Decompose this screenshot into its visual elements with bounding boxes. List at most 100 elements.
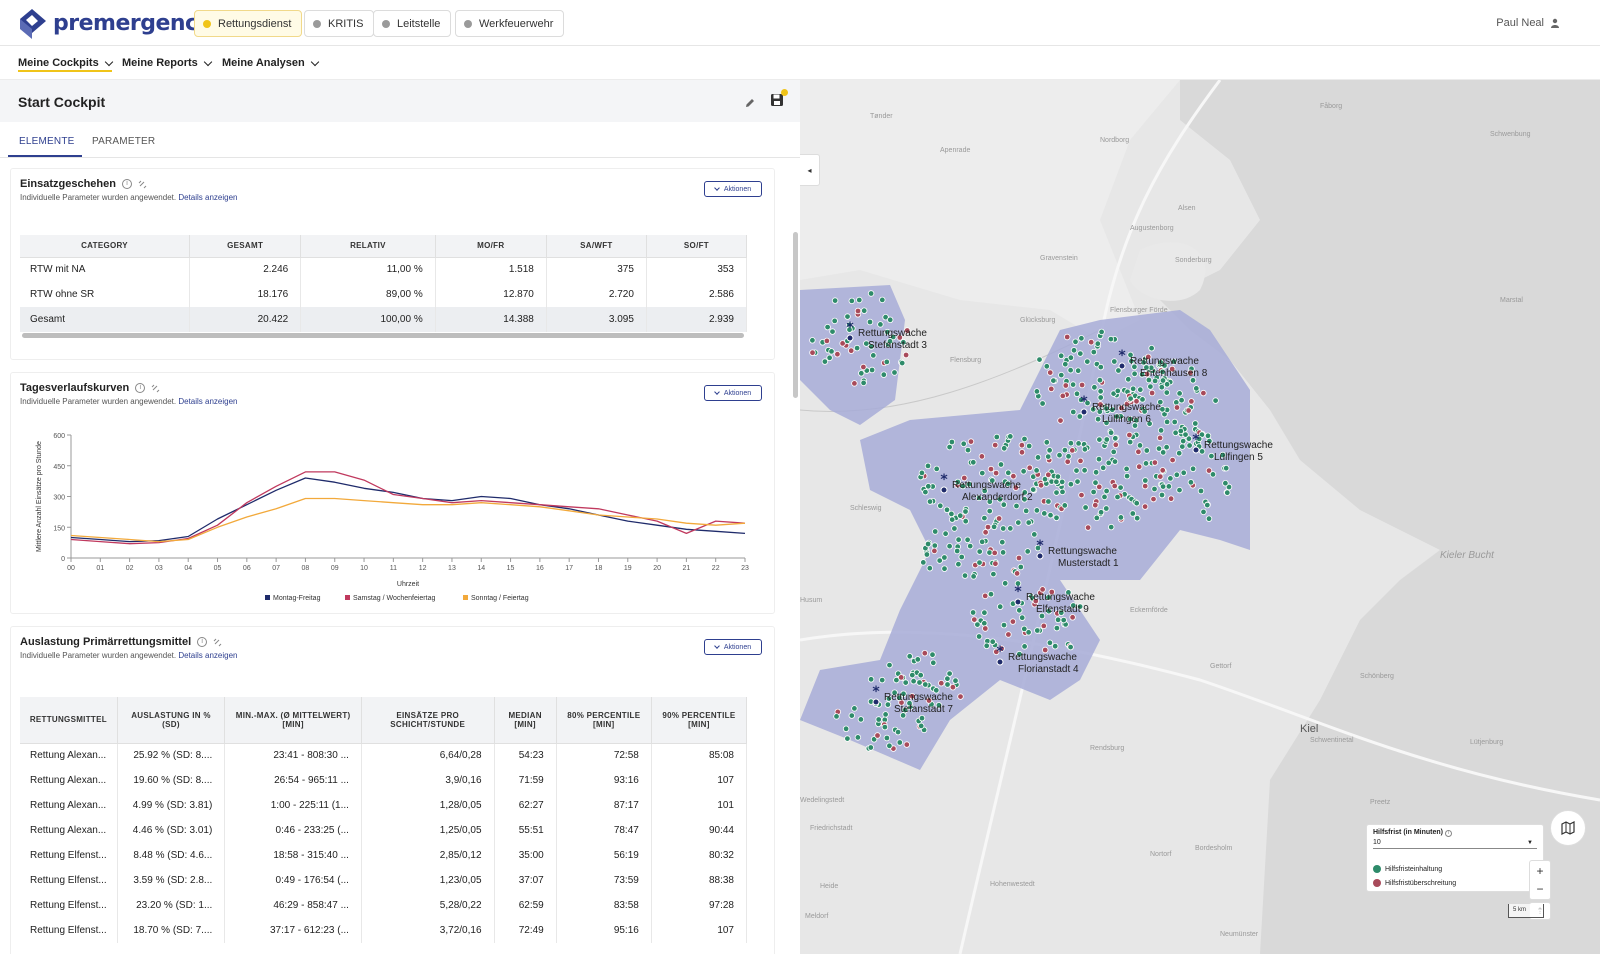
table-row[interactable]: RTW mit NA 2.246 11,00 % 1.518 375 353 — [20, 257, 748, 282]
column-header[interactable]: RELATIV — [300, 235, 436, 258]
incident-dot — [1103, 405, 1110, 412]
incident-dot — [909, 671, 916, 679]
domain-pill-kritis[interactable]: KRITIS — [304, 10, 375, 37]
tab-elemente[interactable]: ELEMENTE — [19, 136, 75, 147]
incident-dot — [1059, 488, 1066, 496]
save-icon — [771, 94, 783, 106]
save-button[interactable] — [770, 89, 788, 112]
column-header[interactable]: MO/FR — [435, 235, 547, 258]
column-header[interactable]: CATEGORY — [20, 235, 191, 258]
incident-dot — [983, 642, 990, 649]
column-header[interactable]: MIN.-MAX. (Ø MITTELWERT) [MIN] — [224, 697, 362, 744]
details-link[interactable]: Details anzeigen — [178, 397, 238, 406]
incident-dot — [851, 705, 858, 712]
info-icon[interactable]: i — [121, 179, 132, 189]
service-area-polygon[interactable] — [800, 285, 1250, 770]
incident-dot — [1108, 523, 1115, 531]
unlink-icon[interactable] — [213, 638, 222, 647]
incident-dot — [1090, 406, 1097, 413]
menu-meine-cockpits[interactable]: Meine Cockpits — [18, 57, 113, 72]
zoom-in-button[interactable]: + — [1536, 864, 1544, 878]
column-header[interactable]: MEDIAN [MIN] — [494, 697, 557, 744]
tab-parameter[interactable]: PARAMETER — [92, 136, 156, 147]
table-cell: 90:44 — [651, 818, 748, 843]
incident-dot — [1069, 381, 1077, 388]
aktionen-button[interactable]: Aktionen — [704, 385, 762, 401]
incident-dot — [1146, 420, 1153, 427]
table-row[interactable]: Rettung Alexan... 19.60 % (SD: 8.... 26:54… — [20, 768, 748, 793]
column-header[interactable]: GESAMT — [189, 235, 302, 258]
logo[interactable]: premergency — [18, 7, 212, 39]
hilfsfrist-select[interactable]: 10 ▼ — [1373, 839, 1537, 849]
table-row[interactable]: Rettung Alexan... 4.99 % (SD: 3.81) 1:00 -… — [20, 793, 748, 818]
edit-icon[interactable] — [744, 97, 756, 109]
table-row[interactable]: RTW ohne SR 18.176 89,00 % 12.870 2.720 2.586 — [20, 282, 748, 307]
map-view[interactable]: * Rettungswache Stefanstadt 3 * Rettungswach… — [800, 80, 1600, 954]
domain-pill-leitstelle[interactable]: Leitstelle — [373, 10, 452, 37]
incident-dot — [1187, 369, 1194, 376]
details-link[interactable]: Details anzeigen — [178, 651, 238, 660]
place-label: Glücksburg — [1020, 317, 1056, 324]
menu-meine-reports[interactable]: Meine Reports — [122, 57, 213, 69]
table-row[interactable]: Rettung Alexan... 4.46 % (SD: 3.01) 0:46 -… — [20, 818, 748, 843]
table-row[interactable]: Rettung Elfenst... 3.59 % (SD: 2.8... 0:49… — [20, 868, 748, 893]
incident-dot — [991, 441, 999, 449]
unlink-icon[interactable] — [138, 180, 147, 189]
unlink-icon[interactable] — [151, 384, 160, 393]
column-header[interactable]: SO/FT — [646, 235, 748, 258]
table-row[interactable]: Gesamt 20.422 100,00 % 14.388 3.095 2.939 — [20, 307, 748, 332]
domain-pill-rettungsdienst[interactable]: Rettungsdienst — [194, 10, 303, 37]
aktionen-button[interactable]: Aktionen — [704, 181, 762, 197]
table-row[interactable]: Rettung Alexan... 25.92 % (SD: 8.... 23:41… — [20, 743, 748, 768]
incident-dot — [1114, 387, 1121, 395]
info-icon[interactable]: i — [197, 637, 208, 647]
column-header[interactable]: EINSÄTZE PRO SCHICHT/STUNDE — [361, 697, 495, 744]
panel-scrollbar[interactable] — [793, 232, 798, 398]
user-menu[interactable]: Paul Neal — [1496, 17, 1560, 29]
incident-dot — [1125, 376, 1132, 383]
incident-dot — [1084, 358, 1091, 365]
incident-dot — [1004, 480, 1012, 487]
table-row[interactable]: Rettung Elfenst... 23.20 % (SD: 1... 46:29… — [20, 893, 748, 918]
elements-scroll-area[interactable]: Einsatzgeschehen i Individuelle Parameter… — [0, 158, 800, 954]
incident-dot — [1145, 353, 1152, 361]
column-header[interactable]: RETTUNGSMITTEL — [20, 697, 118, 744]
zoom-out-button[interactable]: − — [1536, 882, 1544, 896]
incident-dot — [1157, 427, 1165, 434]
incident-dot — [1025, 442, 1033, 450]
table-cell: 54:23 — [494, 743, 557, 768]
column-header[interactable]: AUSLASTUNG IN % (SD) — [117, 697, 226, 744]
details-link[interactable]: Details anzeigen — [178, 193, 238, 202]
info-icon[interactable]: i — [1444, 830, 1452, 837]
layer-toggle-button[interactable] — [1550, 810, 1586, 846]
station-label: Florianstadt 4 — [1018, 664, 1079, 675]
table-row[interactable]: Rettung Elfenst... 18.70 % (SD: 7.... 37:1… — [20, 918, 748, 943]
table-scrollbar[interactable] — [22, 333, 744, 338]
menu-meine-analysen[interactable]: Meine Analysen — [222, 57, 319, 69]
incident-dot — [1096, 377, 1104, 384]
column-header[interactable]: SA/WFT — [546, 235, 647, 258]
collapse-panel-button[interactable]: ◂ — [800, 154, 820, 186]
column-header[interactable]: 90% PERCENTILE [MIN] — [651, 697, 748, 744]
incident-dot — [1039, 400, 1046, 407]
incident-dot — [886, 338, 894, 345]
incident-dot — [866, 318, 874, 326]
aktionen-button[interactable]: Aktionen — [704, 639, 762, 655]
info-icon[interactable]: i — [135, 383, 146, 393]
table-row[interactable]: Rettung Elfenst... 8.48 % (SD: 4.6... 18:5… — [20, 843, 748, 868]
column-header[interactable]: 80% PERCENTILE [MIN] — [556, 697, 652, 744]
incident-dot — [1171, 418, 1178, 426]
domain-pill-werkfeuerwehr[interactable]: Werkfeuerwehr — [455, 10, 565, 37]
incident-dot — [860, 363, 867, 371]
